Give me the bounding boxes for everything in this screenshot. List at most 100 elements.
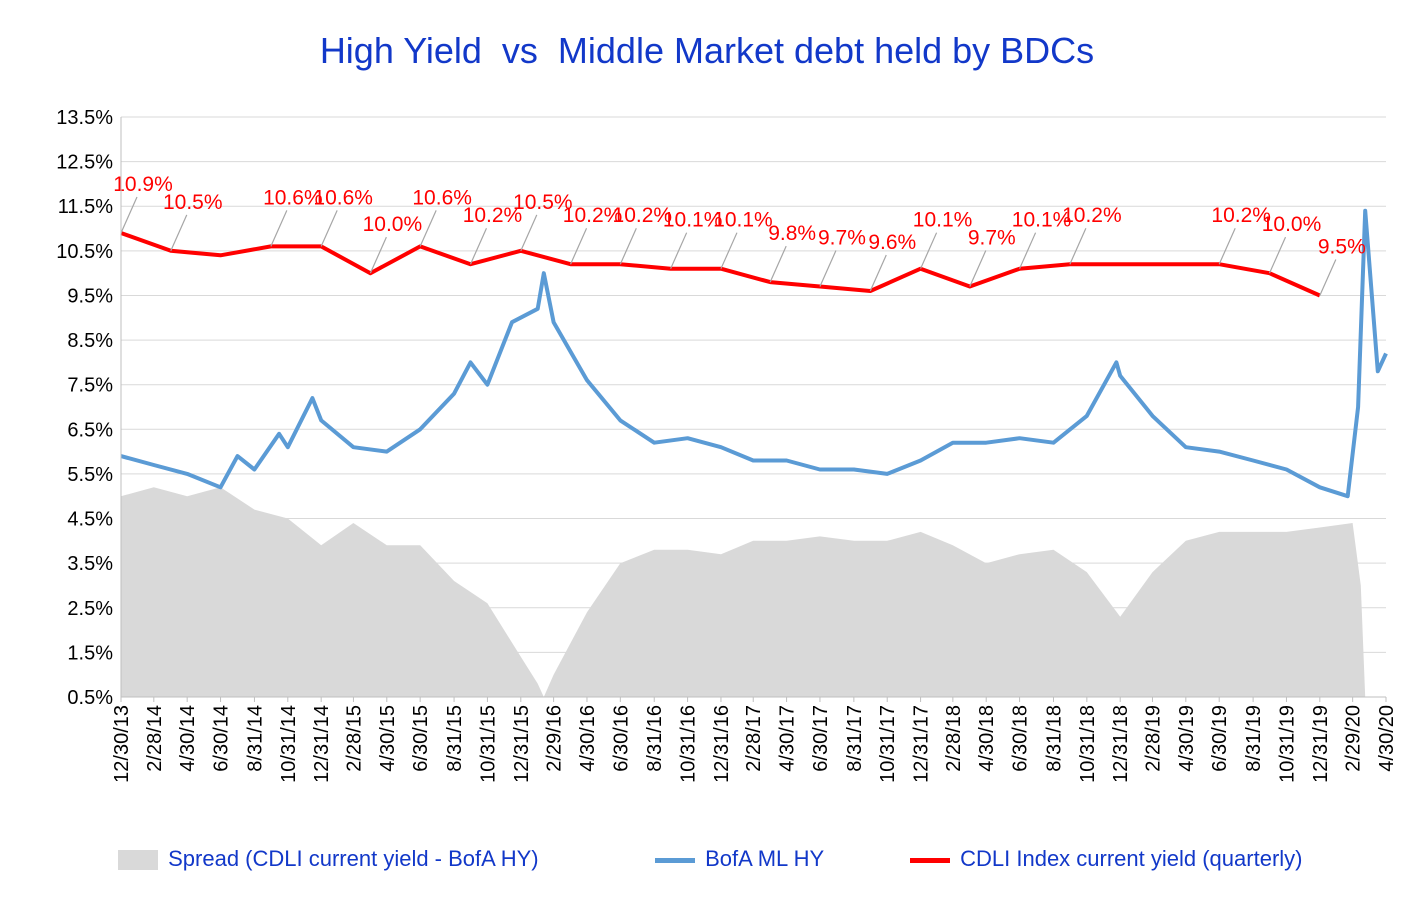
- x-tick-label: 4/30/16: [577, 705, 599, 772]
- data-label-leader: [369, 236, 387, 274]
- data-label-leader: [1268, 236, 1287, 274]
- data-label: 9.7%: [818, 227, 866, 250]
- data-label-leader: [1019, 232, 1037, 269]
- x-tick-label: 2/28/18: [943, 705, 965, 772]
- data-label-leader: [320, 210, 338, 247]
- legend-swatch-cdli: [910, 857, 950, 863]
- x-tick-label: 12/31/15: [511, 705, 533, 783]
- data-label: 10.9%: [113, 173, 173, 196]
- legend: Spread (CDLI current yield - BofA HY) Bo…: [0, 840, 1414, 880]
- chart-title: High Yield vs Middle Market debt held by…: [319, 30, 1095, 71]
- x-tick-label: 6/30/19: [1209, 705, 1231, 772]
- data-label: 9.7%: [968, 227, 1016, 250]
- data-label: 10.0%: [1262, 213, 1322, 236]
- data-label-leader: [819, 250, 837, 287]
- data-label-leader: [170, 214, 188, 252]
- data-label: 10.6%: [313, 186, 373, 209]
- y-tick-label: 4.5%: [67, 509, 113, 531]
- data-label-leader: [570, 227, 588, 265]
- data-label-leader: [769, 245, 787, 283]
- data-label-leader: [520, 214, 538, 252]
- x-tick-label: 10/31/14: [278, 705, 300, 783]
- spread-area: [121, 487, 1386, 697]
- data-label-leader: [1218, 227, 1236, 265]
- x-tick-label: 10/31/17: [877, 705, 899, 783]
- x-tick-label: 4/30/19: [1176, 705, 1198, 772]
- data-label: 10.2%: [1062, 204, 1122, 227]
- x-tick-label: 12/30/13: [111, 705, 133, 783]
- x-tick-label: 8/31/14: [244, 705, 266, 772]
- chart-plot: 13.5% 12.5% 11.5% 10.5% 9.5% 8.5% 7.5% 6.5% 5.5%…: [56, 107, 1398, 783]
- x-tick-label: 10/31/19: [1277, 705, 1299, 783]
- data-label: 10.0%: [363, 213, 423, 236]
- x-tick-label: 8/31/17: [844, 705, 866, 772]
- data-label-leader: [670, 232, 688, 269]
- y-tick-label: 5.5%: [67, 464, 113, 486]
- x-tick-label: 8/31/18: [1044, 705, 1066, 772]
- x-tick-label: 2/29/20: [1343, 705, 1365, 772]
- x-tick-label: 6/30/14: [211, 705, 233, 772]
- y-tick-label: 1.5%: [67, 642, 113, 664]
- x-tick-label: 2/28/15: [343, 705, 365, 772]
- data-label-leader: [120, 196, 138, 234]
- x-tick-label: 2/28/14: [144, 705, 166, 772]
- data-label-leader: [419, 210, 437, 247]
- legend-item-spread: Spread (CDLI current yield - BofA HY): [118, 846, 539, 872]
- x-tick-label: 2/29/16: [544, 705, 566, 772]
- data-label: 10.2%: [613, 204, 673, 227]
- x-tick-label: 8/31/15: [444, 705, 466, 772]
- data-label: 10.1%: [713, 209, 773, 232]
- data-label: 10.1%: [913, 209, 973, 232]
- data-label: 10.2%: [1211, 204, 1271, 227]
- x-tick-label: 12/31/17: [911, 705, 933, 783]
- data-label: 10.1%: [1012, 209, 1072, 232]
- x-tick-label: 12/31/18: [1110, 705, 1132, 783]
- x-tick-label: 10/31/16: [678, 705, 700, 783]
- legend-label-cdli: CDLI Index current yield (quarterly): [960, 846, 1303, 871]
- y-tick-label: 13.5%: [56, 107, 113, 129]
- data-label: 10.6%: [412, 186, 472, 209]
- x-tick-label: 10/31/18: [1077, 705, 1099, 783]
- x-tick-label: 8/31/19: [1243, 705, 1265, 772]
- y-tick-label: 3.5%: [67, 553, 113, 575]
- data-label-leader: [1319, 259, 1337, 296]
- legend-label-spread: Spread (CDLI current yield - BofA HY): [168, 846, 539, 871]
- data-label-leader: [1069, 227, 1087, 265]
- x-tick-label: 10/31/15: [477, 705, 499, 783]
- y-tick-label: 8.5%: [67, 330, 113, 352]
- y-tick-label: 11.5%: [58, 196, 113, 218]
- y-tick-label: 12.5%: [56, 152, 113, 174]
- y-tick-label: 7.5%: [67, 375, 113, 397]
- data-label-leader: [720, 232, 738, 269]
- x-tick-label: 4/30/14: [177, 705, 199, 772]
- data-label: 9.5%: [1318, 235, 1366, 258]
- y-tick-label: 9.5%: [67, 285, 113, 307]
- y-tick-label: 10.5%: [56, 241, 113, 263]
- x-tick-label: 4/30/15: [377, 705, 399, 772]
- legend-item-cdli: CDLI Index current yield (quarterly): [910, 846, 1302, 872]
- data-label-leader: [869, 254, 887, 292]
- x-tick-label: 6/30/17: [810, 705, 832, 772]
- bofa-hy-line: [120, 208, 1388, 499]
- x-tick-label: 8/31/16: [644, 705, 666, 772]
- legend-label-bofa-hy: BofA ML HY: [705, 846, 825, 871]
- y-tick-label: 2.5%: [67, 598, 113, 620]
- x-tick-label: 6/30/18: [1010, 705, 1032, 772]
- legend-swatch-bofa-hy: [655, 857, 695, 863]
- x-tick-label: 6/30/15: [410, 705, 432, 772]
- data-label: 10.5%: [163, 191, 223, 214]
- x-tick-label: 12/31/14: [311, 705, 333, 783]
- data-label: 10.2%: [463, 204, 523, 227]
- x-tick-label: 12/31/16: [711, 705, 733, 783]
- x-tick-label: 12/31/19: [1310, 705, 1332, 783]
- x-tick-label: 4/30/17: [777, 705, 799, 772]
- x-tick-label: 2/28/19: [1143, 705, 1165, 772]
- data-label: 10.2%: [563, 204, 623, 227]
- x-tick-label: 4/30/18: [976, 705, 998, 772]
- data-label-leader: [619, 227, 637, 265]
- cdli-line: [120, 231, 1321, 298]
- data-label: 9.8%: [768, 222, 816, 245]
- data-label-leader: [469, 227, 488, 265]
- y-tick-label: 0.5%: [67, 687, 113, 709]
- data-label: 10.5%: [513, 191, 573, 214]
